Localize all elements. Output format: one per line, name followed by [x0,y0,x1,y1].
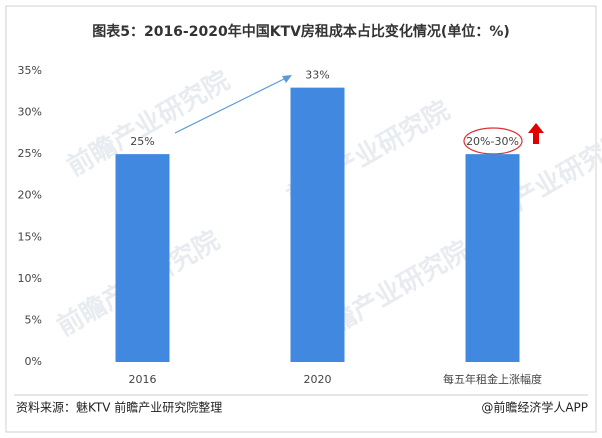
y-tick-label: 0% [25,355,42,368]
value-label: 33% [305,69,329,82]
bar [465,154,520,362]
x-tick-label: 每五年租金上涨幅度 [443,372,542,386]
value-label: 20%-30% [466,135,519,148]
highlight-circle [463,127,523,155]
bar [290,87,345,362]
y-tick-label: 5% [25,313,42,326]
trend-arrow [174,77,287,134]
arrow-head [282,75,292,83]
y-tick-label: 10% [18,272,42,285]
x-tick-label: 2020 [304,373,332,386]
x-tick-label: 2016 [129,373,157,386]
value-label: 25% [130,135,154,148]
y-tick-label: 20% [18,189,42,202]
bar [115,154,170,362]
y-tick-label: 35% [18,64,42,77]
y-tick-label: 15% [18,230,42,243]
chart-title: 图表5：2016-2020年中国KTV房租成本占比变化情况(单位：%) [92,23,510,40]
y-tick-label: 30% [18,106,42,119]
credit: @前瞻经济学人APP [481,400,588,415]
y-tick-label: 25% [18,147,42,160]
source: 资料来源：魅KTV 前瞻产业研究院整理 [16,400,222,415]
up-arrow [528,123,544,144]
